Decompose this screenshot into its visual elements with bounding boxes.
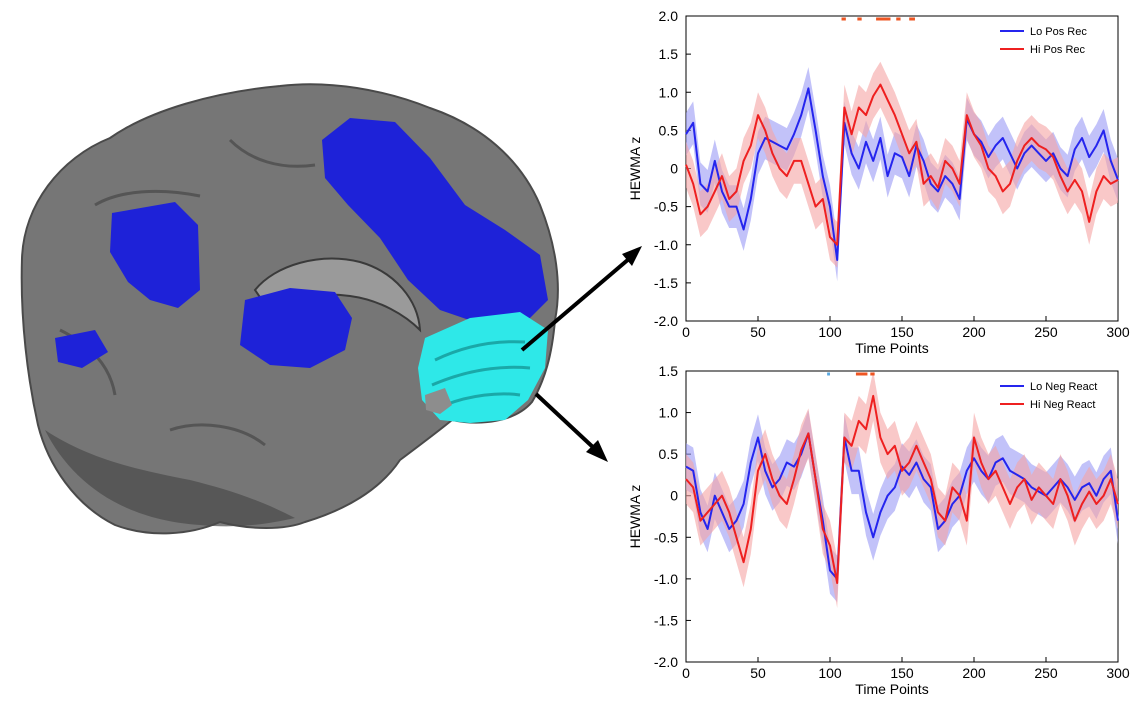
y-tick-label: -2.0 [654,654,678,670]
arrow-to-bottom-chart [534,392,598,452]
y-tick-label: 1.0 [659,84,679,100]
series-line [685,87,1119,261]
series-line [685,83,1119,246]
x-tick-label: 300 [1106,324,1130,340]
brain-cyan-fold [444,392,521,407]
y-tick-label: 0 [670,488,678,504]
y-tick-label: 0.5 [659,122,679,138]
legend-label: Hi Neg React [1030,399,1095,411]
arrow-head-bottom [586,440,608,462]
x-tick-label: 200 [962,324,986,340]
brain-region-blue [322,118,548,322]
y-tick-label: -0.5 [654,529,678,545]
x-tick-label: 300 [1106,665,1130,681]
legend-label: Lo Pos Rec [1030,26,1087,38]
x-tick-label: 50 [750,665,766,681]
x-tick-label: 100 [818,665,842,681]
y-tick-label: 2.0 [659,8,679,24]
brain-gray-patch [425,388,452,414]
y-axis-label: HEWMA z [627,137,643,201]
brain-cyan-fold [431,365,531,387]
y-tick-label: -0.5 [654,199,678,215]
legend-label: Hi Pos Rec [1030,44,1086,56]
brain-region-blue [55,330,108,368]
y-tick-label: 1.0 [659,405,679,421]
x-tick-label: 200 [962,665,986,681]
y-tick-label: -2.0 [654,313,678,329]
brain-region-blue [240,288,352,368]
x-tick-label: 0 [682,665,690,681]
brain-cyan-fold [434,340,526,362]
y-tick-label: 1.5 [659,46,679,62]
x-tick-label: 250 [1034,665,1058,681]
y-tick-label: 1.5 [659,363,679,379]
confidence-band [686,67,1118,282]
brain-gyrus-line [228,138,316,168]
y-tick-label: -1.0 [654,571,678,587]
x-tick-label: 0 [682,324,690,340]
arrow-head-top [622,246,642,266]
y-tick-label: -1.5 [654,275,678,291]
confidence-band [686,371,1118,608]
arrow-to-top-chart [520,256,632,352]
y-tick-label: 0 [670,161,678,177]
x-axis-label: Time Points [855,681,928,697]
y-tick-label: 0.5 [659,446,679,462]
chart-top: 2.01.51.00.50-0.5-1.0-1.5-2.00 50 100 150 20… [627,8,1130,356]
brain-shadow [45,430,295,527]
y-tick-label: -1.0 [654,237,678,253]
chart-bottom: 1.51.00.50-0.5-1.0-1.5-2.00 50 100 150 200 25… [627,363,1130,697]
x-axis-label: Time Points [855,340,928,356]
x-tick-label: 150 [890,665,914,681]
x-tick-label: 100 [818,324,842,340]
pointer-arrows [520,246,642,462]
y-tick-label: -1.5 [654,612,678,628]
brain-region-blue [110,202,200,308]
y-axis-label: HEWMA z [627,485,643,549]
brain-gyrus-line [94,189,201,207]
x-tick-label: 150 [890,324,914,340]
legend-label: Lo Neg React [1030,381,1097,393]
confidence-band [686,61,1118,268]
series-line [685,394,1119,584]
brain-rendering [20,83,559,535]
x-tick-label: 50 [750,324,766,340]
x-tick-label: 250 [1034,324,1058,340]
brain-gyrus-line [169,423,266,447]
